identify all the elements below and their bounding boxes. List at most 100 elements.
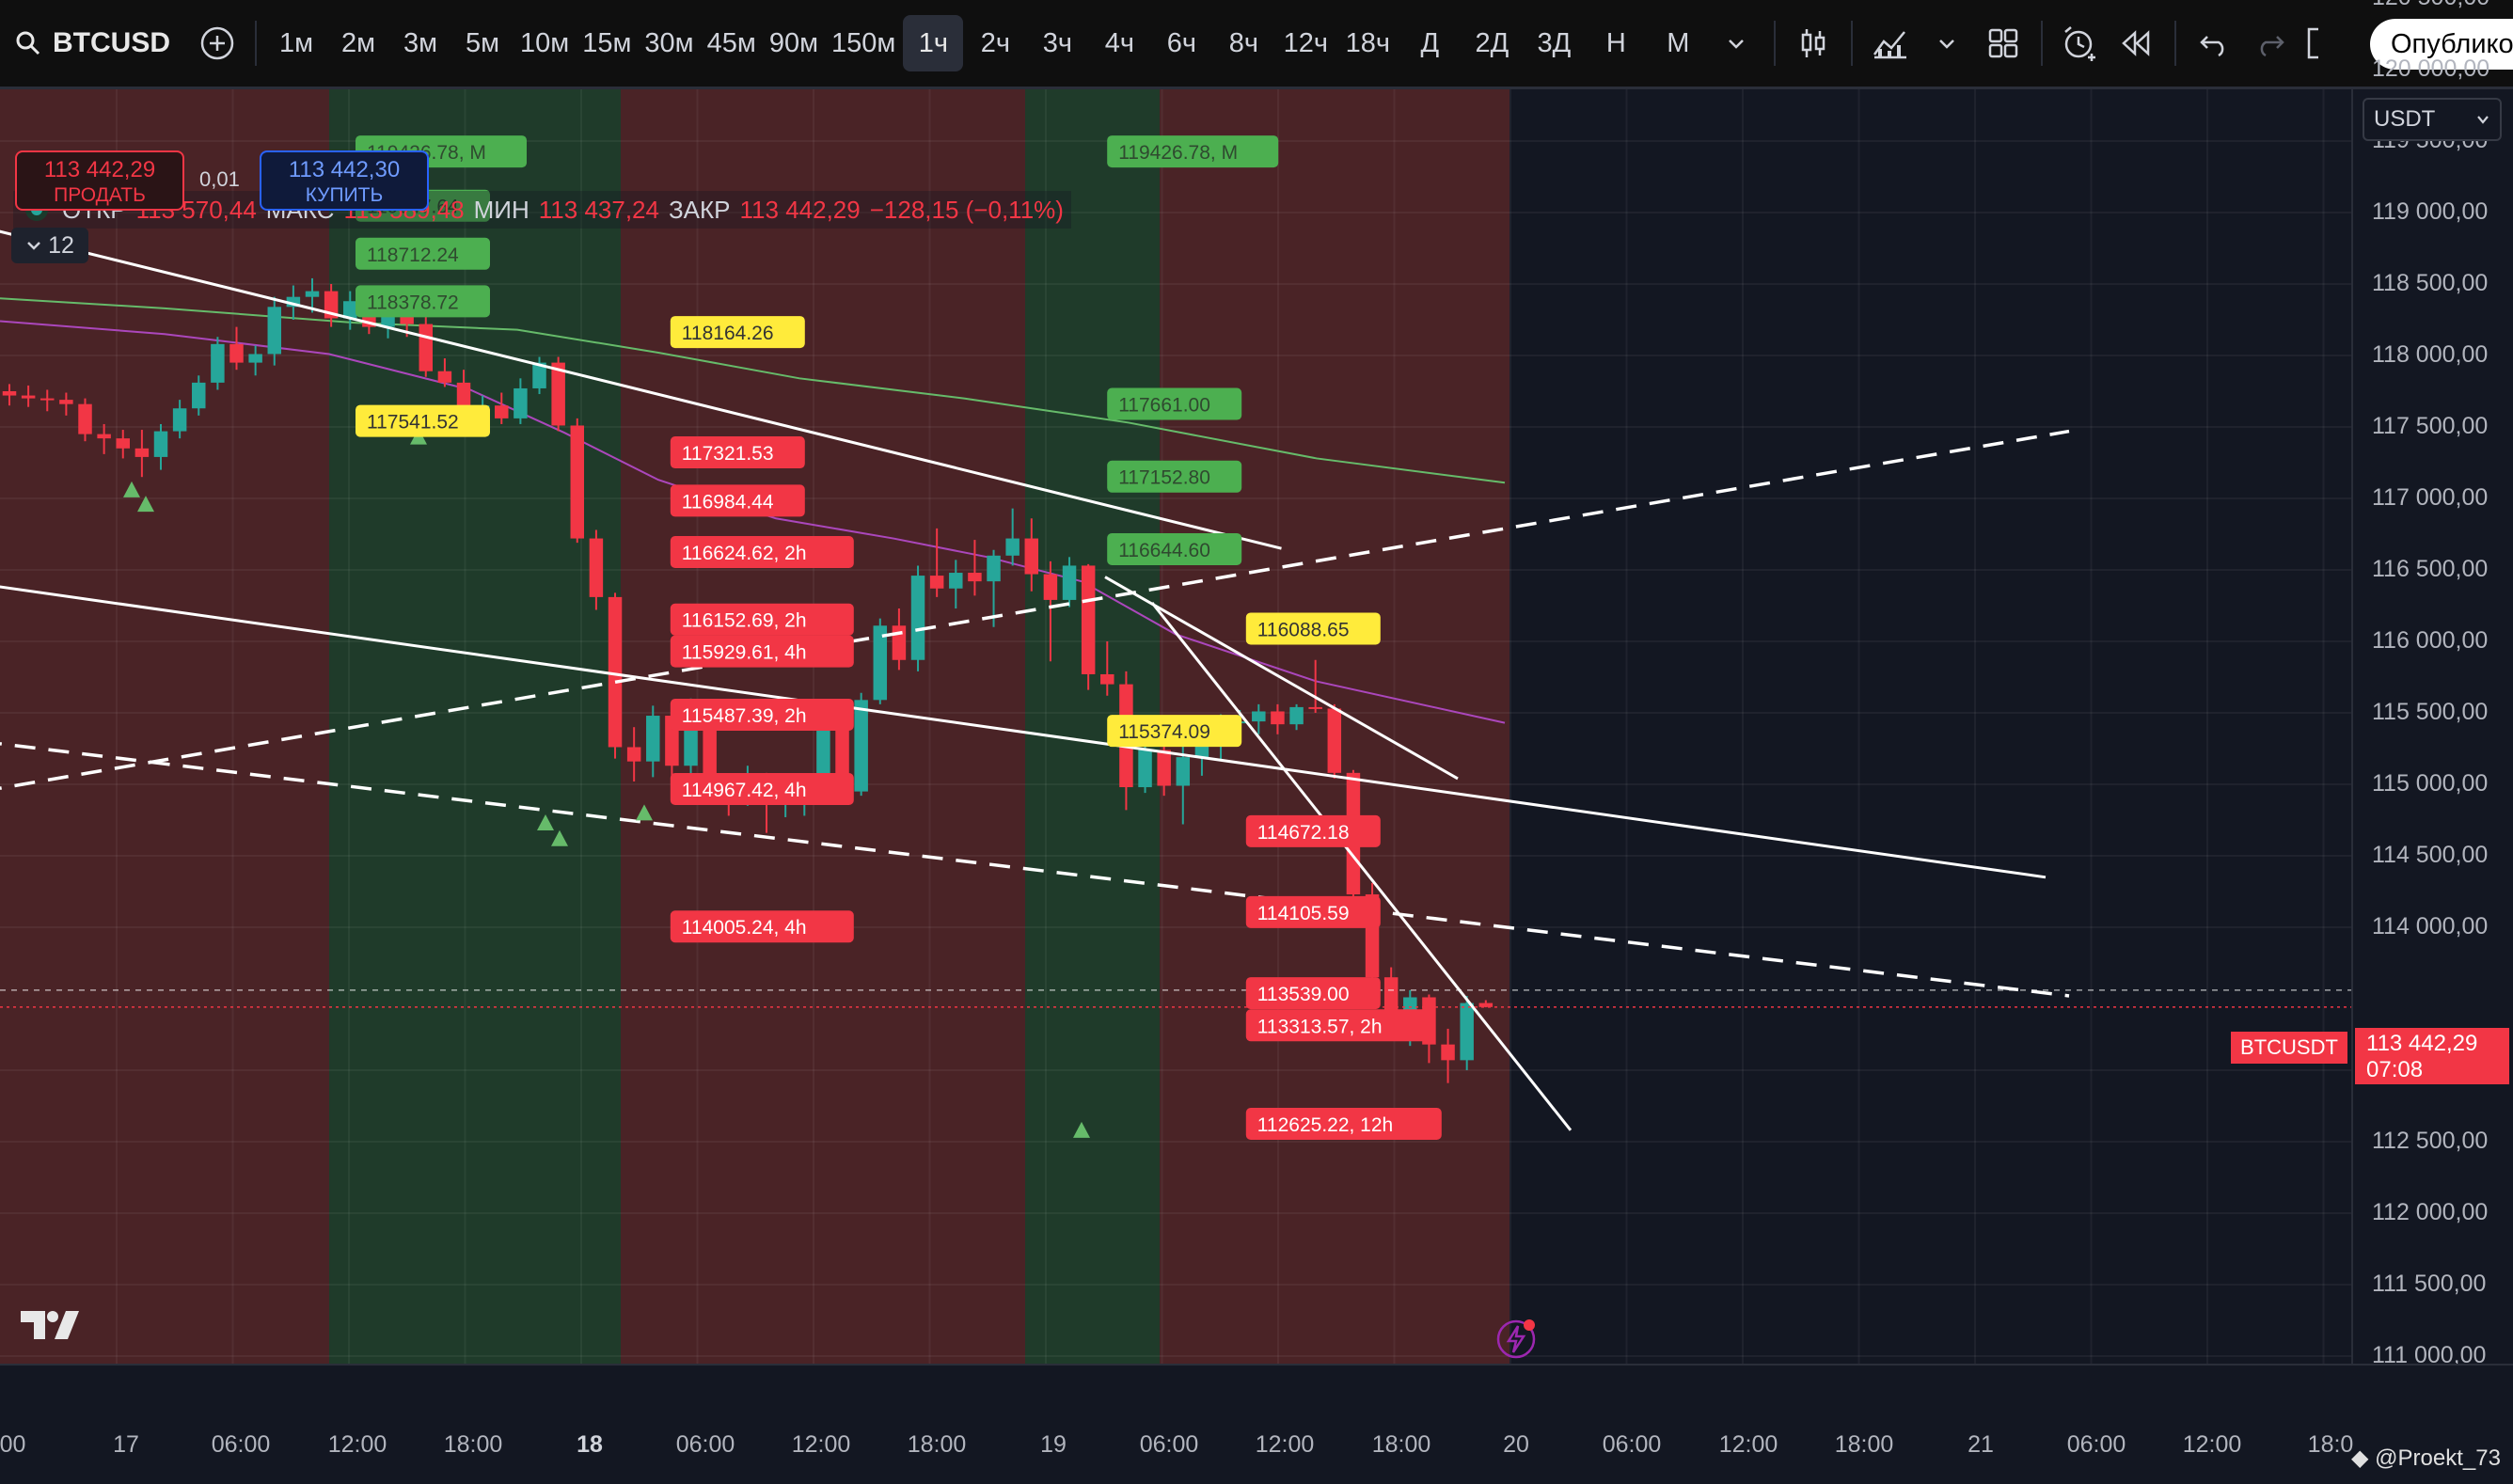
- interval-button[interactable]: 3ч: [1042, 27, 1072, 58]
- time-axis-label: 06:00: [1602, 1431, 1662, 1458]
- symbol-search[interactable]: BTCUSD: [0, 0, 189, 87]
- buy-price: 113 442,30: [288, 157, 401, 182]
- interval-button[interactable]: 6ч: [1166, 27, 1196, 58]
- time-axis-label: 18: [577, 1431, 603, 1458]
- chart-pane[interactable]: 120004.73, W119426.78, M119047.64118712.…: [0, 89, 2351, 1364]
- interval-button[interactable]: 12ч: [1283, 27, 1329, 58]
- undo-icon: [2200, 36, 2224, 57]
- interval-button[interactable]: 3м: [403, 27, 438, 58]
- rewind-icon: [2122, 30, 2150, 56]
- chart-canvas[interactable]: 120004.73, W119426.78, M119047.64118712.…: [0, 89, 2351, 1364]
- alert-button[interactable]: [2052, 15, 2109, 71]
- level-label-text: 115487.39, 2h: [682, 705, 807, 727]
- interval-button[interactable]: 30м: [644, 27, 694, 58]
- indicators-icon: [1873, 31, 1907, 59]
- level-label-text: 115929.61, 4h: [682, 642, 807, 664]
- close-value: 113 442,29: [739, 195, 861, 224]
- indicators-collapse-toggle[interactable]: 12: [11, 228, 88, 263]
- price-axis-label: 114 000,00: [2372, 913, 2489, 939]
- currency-select[interactable]: USDT: [2363, 98, 2502, 141]
- interval-button[interactable]: 2м: [340, 27, 376, 58]
- level-label-box: [1245, 814, 1381, 847]
- level-label-box: [356, 237, 490, 270]
- level-label-box: [1245, 977, 1381, 1010]
- level-label-text: 114005.24, 4h: [682, 917, 807, 939]
- interval-button[interactable]: 10м: [520, 27, 570, 58]
- candle-body: [192, 382, 206, 409]
- level-label-box: [670, 773, 854, 806]
- interval-button[interactable]: 3Д: [1537, 27, 1572, 58]
- currency-value: USDT: [2374, 106, 2436, 132]
- undo-button[interactable]: [2186, 15, 2242, 71]
- candle-body: [343, 301, 357, 319]
- tradingview-logo[interactable]: [19, 1307, 81, 1348]
- level-label-text: 116984.44: [682, 491, 774, 513]
- chevron-down-icon: [2477, 116, 2489, 124]
- interval-button[interactable]: Н: [1605, 27, 1626, 58]
- chart-type-button[interactable]: [1785, 15, 1841, 71]
- indicators-count: 12: [48, 231, 74, 259]
- author-watermark: ◆ @Proekt_73: [2351, 1445, 2501, 1472]
- sell-label: ПРОДАТЬ: [54, 184, 146, 206]
- interval-button[interactable]: 45м: [706, 27, 756, 58]
- interval-button[interactable]: 2ч: [980, 27, 1010, 58]
- symbol-price-tag: BTCUSDT: [2231, 1032, 2347, 1064]
- interval-button[interactable]: Д: [1420, 27, 1440, 58]
- candle-body: [608, 596, 623, 748]
- fullscreen-button[interactable]: [2299, 15, 2327, 71]
- interval-button[interactable]: 90м: [768, 27, 819, 58]
- candle-body: [97, 434, 111, 439]
- candle-body: [134, 448, 150, 457]
- trendline: [1104, 576, 1459, 781]
- sell-button[interactable]: 113 442,29 ПРОДАТЬ: [15, 150, 184, 211]
- lightning-button[interactable]: [1495, 1317, 1539, 1364]
- interval-button[interactable]: 150м: [831, 27, 896, 58]
- time-axis-label: 17: [113, 1431, 139, 1458]
- symbol-name: BTCUSD: [53, 27, 170, 58]
- redo-button[interactable]: [2242, 15, 2299, 71]
- redo-icon: [2260, 36, 2285, 57]
- candle-body: [1176, 757, 1191, 786]
- indicators-button[interactable]: [1862, 15, 1919, 71]
- candle-body: [532, 362, 546, 388]
- compare-add-button[interactable]: [189, 15, 245, 71]
- interval-button[interactable]: 5м: [465, 27, 500, 58]
- interval-button[interactable]: 1м: [278, 27, 314, 58]
- interval-button[interactable]: 18ч: [1345, 27, 1391, 58]
- interval-button[interactable]: 4ч: [1104, 27, 1134, 58]
- layouts-button[interactable]: [1975, 15, 2031, 71]
- change-value: −128,15 (−0,11%): [869, 195, 1064, 224]
- candle-body: [816, 718, 830, 784]
- price-axis-label: 111 500,00: [2372, 1271, 2487, 1297]
- price-axis-label: 112 500,00: [2372, 1128, 2489, 1154]
- buy-label: КУПИТЬ: [305, 184, 384, 206]
- interval-button[interactable]: 15м: [582, 27, 632, 58]
- current-price-value: 113 442,29: [2366, 1031, 2478, 1056]
- level-label-box: [1245, 895, 1381, 928]
- interval-dropdown-button[interactable]: [1708, 15, 1764, 71]
- interval-button[interactable]: 2Д: [1475, 27, 1509, 58]
- level-label-text: 116088.65: [1257, 619, 1350, 640]
- interval-button[interactable]: 8ч: [1228, 27, 1258, 58]
- candle-body: [1289, 706, 1304, 725]
- search-icon: [16, 31, 40, 55]
- interval-button[interactable]: М: [1667, 27, 1690, 58]
- time-axis-label: 12:00: [791, 1431, 851, 1458]
- price-axis-label: 119 000,00: [2372, 198, 2489, 225]
- time-axis-label: 18:00: [907, 1431, 967, 1458]
- level-label-box: [1245, 1108, 1442, 1140]
- time-axis-label: 19: [1040, 1431, 1067, 1458]
- level-label-text: 114105.59: [1257, 903, 1350, 924]
- price-axis-label: 120 500,00: [2372, 0, 2489, 11]
- time-axis[interactable]: :00 17 06:00 12:00 18:00 18 06:00 12:00 18:00 19 0…: [0, 1364, 2513, 1484]
- interval-button[interactable]: 1ч: [903, 15, 964, 71]
- candle-body: [229, 343, 244, 363]
- time-axis-label: 06:00: [675, 1431, 735, 1458]
- indicators-dropdown-button[interactable]: [1919, 15, 1975, 71]
- replay-button[interactable]: [2109, 15, 2165, 71]
- buy-button[interactable]: 113 442,30 КУПИТЬ: [260, 150, 429, 211]
- tradingview-logo-icon: [21, 1311, 79, 1339]
- price-axis-label: 116 000,00: [2372, 627, 2489, 654]
- publish-button[interactable]: Опублико: [2370, 19, 2513, 70]
